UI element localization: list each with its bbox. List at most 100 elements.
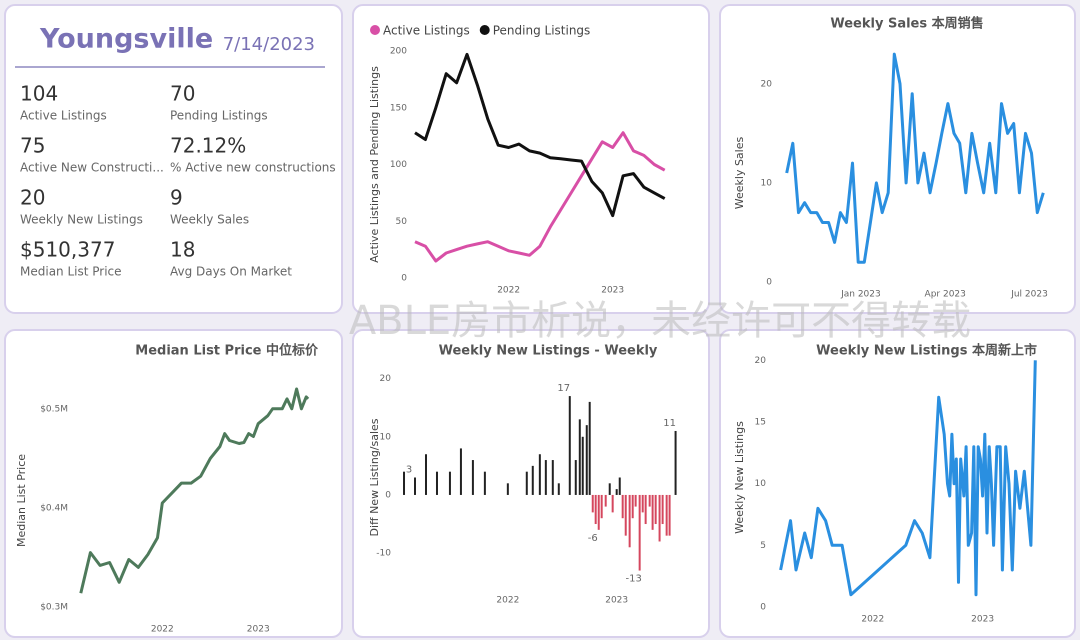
bar xyxy=(581,436,584,495)
bar xyxy=(588,401,591,495)
y-tick-label: 150 xyxy=(390,103,407,113)
y-tick-label: 20 xyxy=(380,374,392,384)
bar xyxy=(403,471,406,495)
bar xyxy=(525,471,528,495)
y-tick-label: 20 xyxy=(761,79,773,89)
chart-title: Median List Price 中位标价 xyxy=(135,343,319,359)
kpi-value: 104 xyxy=(20,82,58,106)
bar xyxy=(597,494,600,530)
panel xyxy=(719,4,1076,314)
kpi-label: Weekly New Listings xyxy=(20,213,143,227)
bar xyxy=(594,494,597,525)
line xyxy=(414,131,666,263)
y-axis-label: Weekly New Listings xyxy=(733,421,746,534)
x-tick-label: 2023 xyxy=(247,625,270,635)
y-tick-label: 5 xyxy=(760,541,766,551)
kpi-title: Youngsville xyxy=(39,24,213,55)
bar xyxy=(585,425,588,495)
bar xyxy=(574,460,577,495)
bar xyxy=(634,494,637,507)
y-tick-label: $0.3M xyxy=(40,603,68,613)
bar xyxy=(674,430,677,495)
bar xyxy=(551,460,554,495)
bar xyxy=(631,494,634,519)
bar xyxy=(661,494,664,525)
y-axis-label: Weekly Sales xyxy=(733,136,746,209)
kpi-label: Avg Days On Market xyxy=(170,265,292,279)
line xyxy=(79,387,310,594)
panel xyxy=(4,329,343,638)
kpi-label: % Active new constructions xyxy=(170,161,336,175)
kpi-value: 72.12% xyxy=(170,134,246,158)
bar xyxy=(531,465,534,495)
y-axis-label: Median List Price xyxy=(15,454,28,547)
x-tick-label: 2023 xyxy=(601,286,624,296)
y-tick-label: $0.4M xyxy=(40,503,68,513)
line xyxy=(779,360,1037,597)
line xyxy=(785,52,1045,264)
legend-label: Pending Listings xyxy=(493,24,591,38)
bar xyxy=(668,494,671,536)
bar xyxy=(557,483,560,495)
bar xyxy=(638,494,641,571)
x-tick-label: Jul 2023 xyxy=(1010,290,1048,300)
y-tick-label: 15 xyxy=(755,418,766,428)
line xyxy=(414,52,666,218)
bar xyxy=(448,471,451,495)
panel xyxy=(352,4,710,314)
x-tick-label: 2022 xyxy=(496,596,519,606)
y-tick-label: 10 xyxy=(380,432,392,442)
y-axis-label: Active Listings and Pending Listings xyxy=(368,66,381,263)
bar xyxy=(506,483,509,495)
bar xyxy=(604,494,607,507)
bar xyxy=(424,454,427,495)
y-tick-label: 0 xyxy=(766,278,772,288)
bar xyxy=(471,460,474,495)
bar xyxy=(591,494,594,513)
x-tick-label: 2022 xyxy=(861,615,884,625)
bar xyxy=(600,494,603,519)
kpi-value: $510,377 xyxy=(20,238,115,262)
data-label: -6 xyxy=(588,533,598,544)
y-tick-label: -10 xyxy=(376,549,391,559)
bar xyxy=(538,454,541,495)
data-label: -13 xyxy=(625,574,641,585)
x-tick-label: 2023 xyxy=(605,596,628,606)
data-label: 17 xyxy=(557,383,570,394)
y-tick-label: 100 xyxy=(390,160,407,170)
kpi-panel xyxy=(4,4,343,314)
bar xyxy=(618,477,621,495)
kpi-value: 18 xyxy=(170,238,195,262)
chart-title: Weekly Sales 本周销售 xyxy=(830,16,983,32)
chart-title: Weekly New Listings - Weekly xyxy=(439,344,658,359)
x-tick-label: Jan 2023 xyxy=(840,290,881,300)
kpi-value: 9 xyxy=(170,186,183,210)
bar xyxy=(483,471,486,495)
bar xyxy=(568,396,571,495)
y-axis-label: Diff New Listing/sales xyxy=(368,418,381,536)
bar xyxy=(665,494,668,536)
y-tick-label: 20 xyxy=(755,356,767,366)
kpi-label: Pending Listings xyxy=(170,109,268,123)
panel xyxy=(352,329,710,638)
bar xyxy=(578,419,581,495)
bar xyxy=(435,471,438,495)
bar xyxy=(651,494,654,530)
x-tick-label: 2022 xyxy=(497,286,520,296)
bar xyxy=(641,494,644,513)
y-tick-label: 50 xyxy=(396,217,408,227)
bar xyxy=(658,494,661,542)
bar xyxy=(648,494,651,507)
kpi-label: Median List Price xyxy=(20,265,122,279)
legend-marker xyxy=(479,25,490,35)
bar xyxy=(624,494,627,536)
x-tick-label: Apr 2023 xyxy=(925,290,966,300)
y-tick-label: 0 xyxy=(760,603,766,613)
kpi-label: Active New Constructi... xyxy=(20,161,164,175)
y-tick-label: 0 xyxy=(401,274,407,284)
kpi-label: Active Listings xyxy=(20,109,107,123)
bar xyxy=(644,494,647,525)
kpi-value: 20 xyxy=(20,186,45,210)
watermark: ABLE房市析说，未经许可不得转载 xyxy=(349,298,971,344)
